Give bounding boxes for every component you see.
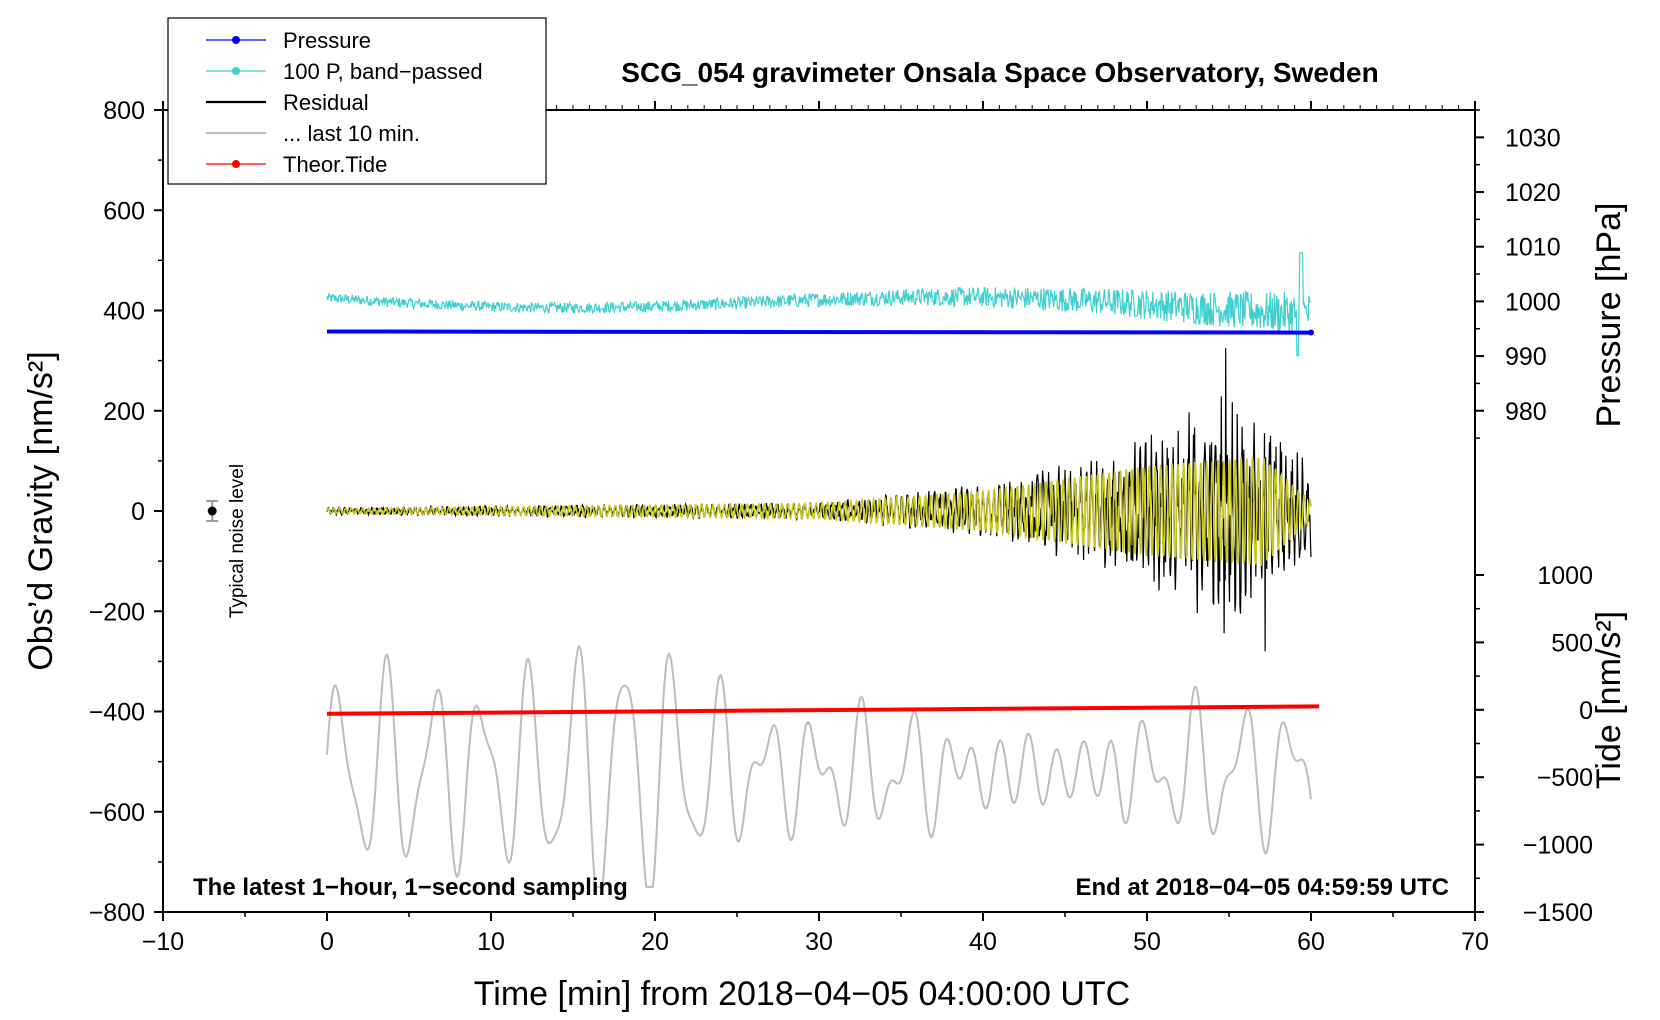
series-theor-tide-line [326, 704, 1320, 716]
series-filtered-residual-line [326, 456, 1312, 566]
x-tick-label: 30 [805, 928, 833, 956]
y-tick-label: 400 [103, 298, 145, 326]
pressure-tick-label: 1000 [1505, 288, 1561, 316]
legend-label: Theor.Tide [283, 152, 387, 177]
legend-swatch-marker [232, 160, 240, 168]
legend-entry-100-p-band-passed: 100 P, band−passed [206, 59, 483, 84]
chart-title: SCG_054 gravimeter Onsala Space Observat… [621, 57, 1378, 88]
tide-tick-label: 500 [1551, 629, 1593, 657]
y-tick-label: 0 [131, 498, 145, 526]
annotation-right: End at 2018−04−05 04:59:59 UTC [1075, 874, 1449, 901]
y-tick-label: −600 [89, 799, 145, 827]
series-residual-line [326, 348, 1312, 652]
tide-tick-label: −1000 [1523, 832, 1593, 860]
pressure-tick-label: 980 [1505, 398, 1547, 426]
x-tick-label: 40 [969, 928, 997, 956]
noise-level-label: Typical noise level [227, 464, 248, 618]
x-tick-label: 50 [1133, 928, 1161, 956]
x-tick-label: 20 [641, 928, 669, 956]
legend-entry-theor-tide: Theor.Tide [206, 152, 387, 177]
tide-tick-label: 1000 [1537, 562, 1593, 590]
y-axis-title-tide: Tide [nm/s²] [1590, 611, 1628, 789]
legend-entry-last-10-min: ... last 10 min. [206, 121, 420, 146]
y-tick-label: 800 [103, 97, 145, 125]
legend-entries: Pressure 100 P, band−passed Residual ... la… [206, 28, 483, 177]
legend-label: ... last 10 min. [283, 121, 420, 146]
legend-swatch-marker [232, 67, 240, 75]
legend-label: 100 P, band−passed [283, 59, 483, 84]
noise-level-indicator: Typical noise level [206, 464, 248, 618]
y-tick-label: 600 [103, 197, 145, 225]
legend: Pressure 100 P, band−passed Residual ... la… [167, 17, 547, 185]
legend-entry-pressure: Pressure [206, 28, 371, 53]
annotation-left: The latest 1−hour, 1−second sampling [193, 874, 628, 901]
tide-tick-label: −500 [1537, 764, 1593, 792]
y-tick-label: −800 [89, 899, 145, 927]
tick-layer: −10 0 10 20 30 40 50 60 708006004002000−200−400−… [89, 97, 1593, 956]
series-bandpassed-pressure-line [326, 252, 1312, 357]
pressure-tick-label: 1020 [1505, 179, 1561, 207]
series-pressure-endpoint [1308, 329, 1314, 336]
pressure-tick-label: 1030 [1505, 124, 1561, 152]
noise-level-dot [207, 506, 217, 516]
x-axis-title: Time [min] from 2018−04−05 04:00:00 UTC [474, 975, 1130, 1013]
pressure-tick-label: 1010 [1505, 234, 1561, 262]
y-tick-label: 200 [103, 398, 145, 426]
y-tick-label: −200 [89, 598, 145, 626]
legend-label: Residual [283, 90, 369, 115]
x-tick-label: 10 [477, 928, 505, 956]
pressure-tick-label: 990 [1505, 343, 1547, 371]
x-tick-label: 0 [320, 928, 334, 956]
legend-swatch-marker [232, 36, 240, 44]
legend-label: Pressure [283, 28, 371, 53]
legend-entry-residual: Residual [206, 90, 369, 115]
series-layer [326, 252, 1320, 888]
x-tick-label: −10 [142, 928, 184, 956]
y-axis-title-pressure: Pressure [hPa] [1590, 203, 1628, 428]
x-tick-label: 70 [1461, 928, 1489, 956]
x-tick-label: 60 [1297, 928, 1325, 956]
y-axis-title-left: Obs’d Gravity [nm/s²] [22, 351, 60, 670]
tide-tick-label: −1500 [1523, 899, 1593, 927]
y-tick-label: −400 [89, 699, 145, 727]
series-last-10-min-line [326, 645, 1312, 888]
tide-tick-label: 0 [1579, 697, 1593, 725]
series-pressure-line [326, 329, 1312, 335]
